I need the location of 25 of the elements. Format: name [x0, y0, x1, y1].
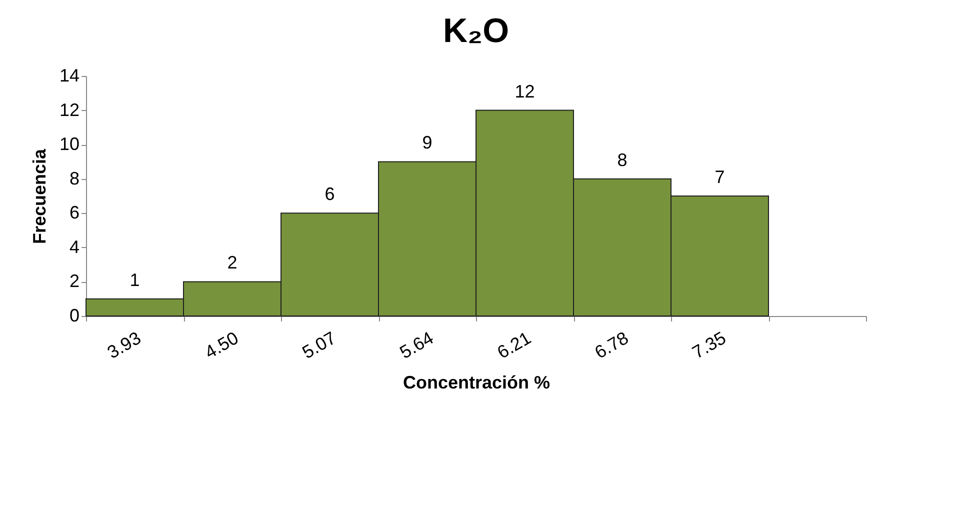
x-tick-label: 7.35 — [688, 328, 730, 363]
y-tick-label: 0 — [69, 306, 80, 326]
x-tick-label: 4.50 — [201, 328, 242, 363]
chart-title: K₂O — [442, 12, 510, 50]
x-tick-label: 5.64 — [396, 328, 437, 363]
data-label: 7 — [714, 167, 725, 187]
y-tick-label: 4 — [69, 236, 80, 257]
data-label: 8 — [617, 150, 628, 170]
y-tick-label: 12 — [59, 100, 80, 120]
data-label: 2 — [227, 252, 238, 273]
y-axis-title: Frecuencia — [29, 148, 50, 244]
x-tick-label: 6.21 — [494, 328, 534, 363]
x-axis-title: Concentración % — [402, 372, 550, 393]
data-label: 1 — [130, 270, 140, 290]
x-tick-label: 5.07 — [298, 328, 340, 363]
y-tick-label: 6 — [69, 202, 80, 223]
y-tick-label: 2 — [69, 271, 80, 292]
y-tick-label: 14 — [59, 66, 80, 86]
data-label: 9 — [422, 132, 432, 153]
x-tick-label: 6.78 — [591, 328, 632, 363]
y-tick-label: 8 — [69, 168, 80, 188]
data-label: 6 — [324, 184, 335, 204]
y-tick-label: 10 — [59, 134, 80, 154]
data-label: 12 — [514, 81, 535, 102]
x-tick-label: 3.93 — [104, 328, 144, 363]
